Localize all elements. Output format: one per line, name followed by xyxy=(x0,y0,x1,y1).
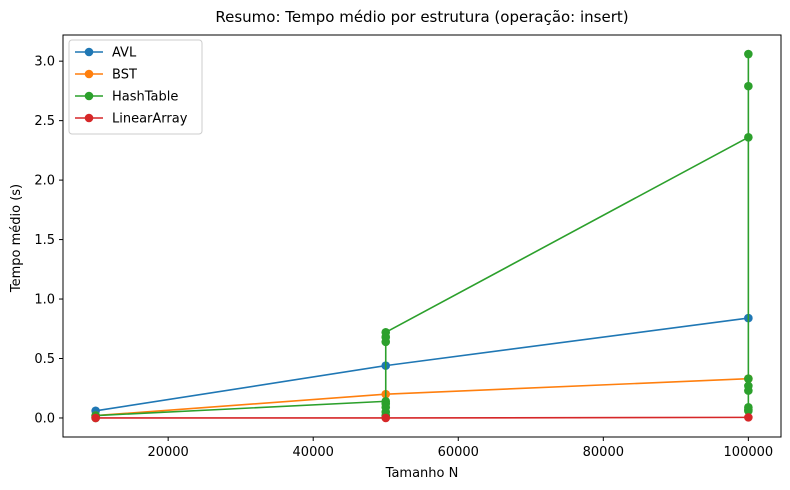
legend-swatch-marker xyxy=(84,69,94,79)
chart-title: Resumo: Tempo médio por estrutura (opera… xyxy=(215,8,628,26)
x-tick-label: 80000 xyxy=(583,445,624,460)
legend-swatch-marker xyxy=(84,47,94,57)
legend-item: AVL xyxy=(75,46,137,61)
plot-area-frame xyxy=(62,34,782,438)
legend: AVL BST HashTable LinearArray xyxy=(68,39,203,135)
y-tick-label: 0.5 xyxy=(34,352,55,367)
data-point xyxy=(744,374,753,384)
y-tick-label: 0.0 xyxy=(34,411,55,426)
legend-swatch-marker xyxy=(84,113,94,123)
x-tick-label: 40000 xyxy=(293,445,334,460)
x-axis-label: Tamanho N xyxy=(385,466,459,481)
y-tick-label: 1.5 xyxy=(34,233,55,248)
series-line xyxy=(95,416,749,419)
data-point xyxy=(91,413,100,423)
legend-label: AVL xyxy=(112,46,137,61)
series-lineararray xyxy=(91,413,753,423)
data-point xyxy=(744,386,753,395)
data-point xyxy=(381,328,391,337)
series-line xyxy=(95,317,749,412)
data-point xyxy=(744,413,753,422)
x-tick-label: 100000 xyxy=(724,445,774,460)
y-tick-label: 2.5 xyxy=(34,114,55,129)
x-tick-label: 20000 xyxy=(147,445,188,460)
y-tick-label: 1.0 xyxy=(34,293,55,308)
legend-box xyxy=(68,39,203,135)
series-avl xyxy=(91,313,753,416)
series-bst xyxy=(91,374,753,420)
x-tick-label: 60000 xyxy=(438,445,479,460)
data-point xyxy=(381,413,391,423)
data-point xyxy=(381,399,391,408)
y-tick-label: 3.0 xyxy=(34,55,55,70)
legend-label: HashTable xyxy=(112,90,178,105)
legend-item: HashTable xyxy=(75,90,178,105)
data-point xyxy=(744,132,753,142)
legend-item: LinearArray xyxy=(75,112,188,127)
x-axis-ticks: 20000 40000 60000 80000 100000 xyxy=(147,437,773,460)
data-point xyxy=(744,49,753,59)
y-axis-ticks: 0.0 0.5 1.0 1.5 2.0 2.5 3.0 xyxy=(34,55,63,426)
data-point xyxy=(744,406,753,416)
y-tick-label: 2.0 xyxy=(34,174,55,189)
legend-label: LinearArray xyxy=(112,112,188,127)
y-axis-label: Tempo médio (s) xyxy=(9,184,24,293)
data-point xyxy=(744,81,753,91)
legend-label: BST xyxy=(112,68,137,83)
legend-swatch-marker xyxy=(84,91,94,101)
series-layer xyxy=(91,49,753,423)
legend-item: BST xyxy=(75,68,137,83)
